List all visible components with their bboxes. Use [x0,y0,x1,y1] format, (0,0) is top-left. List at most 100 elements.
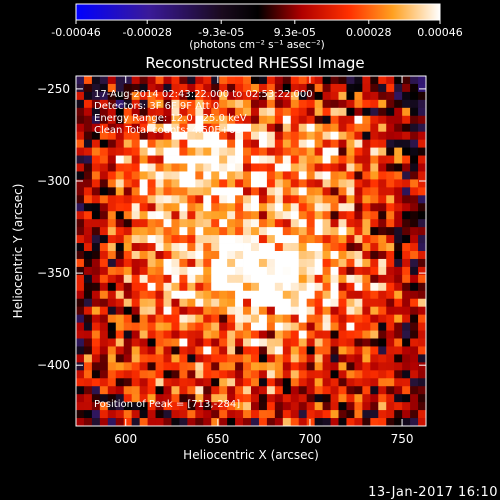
heatmap-cell [258,163,268,172]
heatmap-cell [147,195,156,204]
heatmap-cell [91,282,101,292]
heatmap-cell [370,330,379,339]
heatmap-cell [139,258,148,268]
heatmap-cell [203,83,212,93]
heatmap-cell [322,171,331,180]
heatmap-cell [322,370,331,379]
heatmap-cell [410,131,419,141]
heatmap-cell [147,298,156,308]
heatmap-cell [76,306,85,316]
heatmap-cell [91,354,101,363]
heatmap-cell [211,76,220,85]
heatmap-cell [338,282,347,292]
heatmap-cell [107,306,117,316]
heatmap-cell [338,290,347,300]
heatmap-cell [115,410,125,419]
heatmap-cell [402,418,411,427]
heatmap-cell [306,123,316,133]
chart-title: Reconstructed RHESSI Image [145,54,364,72]
heatmap-cell [322,83,331,93]
heatmap-cell [322,147,331,156]
heatmap-cell [251,370,260,379]
heatmap-cell [266,266,276,276]
heatmap-cell [227,282,236,292]
heatmap-cell [243,402,252,411]
heatmap-cell [243,338,252,347]
heatmap-cell [187,386,196,395]
heatmap-cell [131,179,141,188]
heatmap-cell [115,290,125,300]
heatmap-cell [99,338,109,347]
heatmap-cell [378,219,387,228]
heatmap-cell [362,171,371,180]
heatmap-cell [171,203,180,212]
heatmap-cell [171,394,180,403]
heatmap-cell [338,251,347,260]
heatmap-cell [203,251,212,260]
heatmap-cell [76,131,85,141]
heatmap-cell [107,410,117,419]
heatmap-cell [211,115,220,125]
heatmap-cell [155,282,164,292]
heatmap-cell [410,163,419,172]
heatmap-cell [386,266,395,276]
heatmap-cell [386,187,395,196]
heatmap-cell [258,298,268,308]
heatmap-cell [402,123,411,133]
heatmap-cell [338,402,347,411]
heatmap-cell [354,322,363,331]
heatmap-cell [314,298,323,308]
heatmap-cell [76,338,85,347]
heatmap-cell [91,338,101,347]
heatmap-cell [187,266,196,276]
heatmap-cell [243,410,252,419]
heatmap-cell [171,179,180,188]
heatmap-cell [362,402,371,411]
heatmap-cell [418,131,427,141]
heatmap-cell [386,155,395,164]
heatmap-cell [195,163,204,172]
heatmap-cell [76,99,85,109]
heatmap-cell [235,290,244,300]
heatmap-cell [91,402,101,411]
heatmap-cell [147,243,156,252]
heatmap-cell [171,418,180,427]
heatmap-cell [402,203,411,212]
heatmap-cell [354,306,363,316]
heatmap-cell [115,171,125,180]
heatmap-cell [251,354,260,363]
heatmap-cell [107,155,117,164]
heatmap-cell [418,298,427,308]
colorbar-unit-label: (photons cm⁻² s⁻¹ asec⁻²) [189,39,324,51]
heatmap-cell [107,227,117,236]
heatmap-cell [203,179,212,188]
heatmap-cell [290,123,300,133]
heatmap-cell [219,187,228,196]
heatmap-cell [306,243,316,252]
heatmap-cell [306,314,316,323]
heatmap-cell [258,402,268,411]
heatmap-cell [115,115,125,125]
heatmap-cell [131,330,141,339]
heatmap-cell [322,282,331,292]
heatmap-cell [123,282,133,292]
heatmap-cell [410,266,419,276]
heatmap-cell [306,362,316,371]
heatmap-cell [155,378,164,387]
heatmap-cell [211,274,220,284]
heatmap-cell [314,139,323,148]
heatmap-cell [386,83,395,93]
heatmap-cell [251,163,260,172]
heatmap-cell [394,91,403,101]
heatmap-cell [378,195,387,204]
heatmap-cell [306,83,316,93]
heatmap-cell [219,322,228,331]
heatmap-cell [195,187,204,196]
heatmap-cell [147,378,156,387]
heatmap-cell [107,163,117,172]
heatmap-cell [282,290,292,300]
heatmap-cell [410,314,419,323]
heatmap-cell [115,163,125,172]
heatmap-cell [155,394,164,403]
heatmap-cell [290,115,300,125]
